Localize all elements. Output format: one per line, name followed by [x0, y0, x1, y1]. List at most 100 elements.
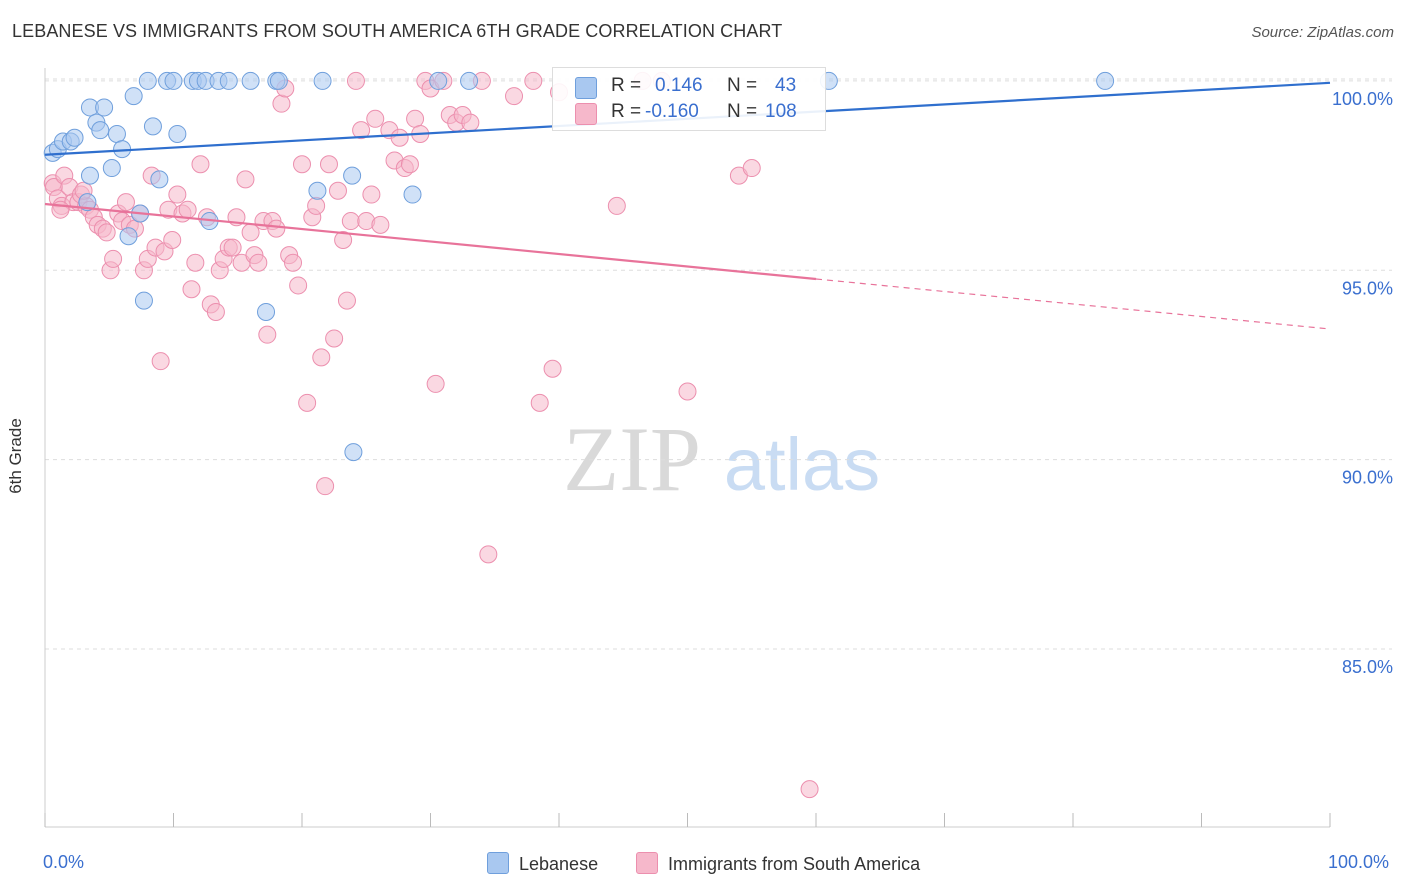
immigrants-point — [151, 352, 170, 371]
lebanese-point — [343, 166, 362, 185]
lebanese-point — [168, 124, 187, 143]
immigrants-point — [390, 128, 409, 147]
immigrants-point — [163, 230, 182, 249]
lebanese-point — [80, 166, 99, 185]
immigrants-point — [337, 291, 356, 310]
immigrants-point — [530, 393, 549, 412]
immigrants-point — [362, 185, 381, 204]
immigrants-point — [298, 393, 317, 412]
immigrants-point — [249, 253, 268, 272]
immigrants-point — [524, 71, 543, 90]
immigrants-point — [346, 71, 365, 90]
lebanese-point — [269, 71, 288, 90]
lebanese-point — [78, 193, 97, 212]
immigrants-point — [328, 181, 347, 200]
lebanese-point — [164, 71, 183, 90]
legend-swatch-lebanese — [575, 77, 597, 99]
immigrants-point — [267, 219, 286, 238]
immigrants-point — [479, 545, 498, 564]
legend-swatch-immigrants — [575, 103, 597, 125]
legend-n-label: N = — [727, 101, 758, 122]
x-tick-label-max: 100.0% — [1328, 852, 1390, 872]
lebanese-point — [429, 71, 448, 90]
lebanese-point — [124, 87, 143, 106]
lebanese-point — [134, 291, 153, 310]
immigrants-point — [426, 374, 445, 393]
chart-title: LEBANESE VS IMMIGRANTS FROM SOUTH AMERIC… — [12, 21, 783, 41]
bottom-legend-immigrants: Immigrants from South America — [636, 852, 920, 875]
y-tick-labels: 85.0% 90.0% 95.0% 100.0% — [1332, 89, 1393, 677]
immigrants-point — [543, 359, 562, 378]
lebanese-point — [308, 181, 327, 200]
immigrants-point — [206, 302, 225, 321]
bottom-legend-label-immigrants: Immigrants from South America — [668, 854, 921, 874]
immigrants-point — [168, 185, 187, 204]
immigrants-point — [461, 113, 480, 132]
immigrants-point — [236, 170, 255, 189]
immigrants-point — [104, 249, 123, 268]
immigrants-point — [800, 780, 819, 799]
immigrants-point — [293, 155, 311, 174]
source-label: Source: ZipAtlas.com — [1251, 24, 1394, 41]
immigrants-point — [505, 87, 524, 106]
watermark-atlas: atlas — [724, 423, 880, 506]
lebanese-point — [403, 185, 422, 204]
bottom-legend-swatch-lebanese — [487, 852, 509, 874]
bottom-legend-label-lebanese: Lebanese — [519, 854, 599, 874]
legend-r-label: R = — [611, 75, 642, 96]
immigrants-point — [186, 253, 205, 272]
immigrants-point — [289, 276, 308, 295]
lebanese-point — [241, 71, 260, 90]
correlation-legend: R = 0.146 N = 43 R = -0.160 N = 108 — [552, 67, 826, 131]
watermark: ZIP atlas — [563, 408, 880, 510]
lebanese-point — [150, 170, 169, 189]
lebanese-point — [344, 443, 363, 462]
watermark-zip: ZIP — [563, 408, 701, 510]
immigrants-point — [406, 109, 425, 128]
immigrants-point — [307, 196, 326, 215]
lebanese-point — [119, 227, 138, 246]
lebanese-point — [95, 98, 114, 117]
x-tick-label-min: 0.0% — [43, 852, 85, 872]
lebanese-point — [143, 117, 162, 136]
immigrants-point — [182, 280, 201, 299]
legend-n-value: 43 — [775, 75, 797, 96]
lebanese-point — [65, 128, 84, 147]
lebanese-point — [138, 71, 157, 90]
immigrants-point — [371, 215, 390, 234]
lebanese-point — [313, 71, 332, 90]
legend-r-value: 0.146 — [655, 75, 703, 96]
y-tick-label: 85.0% — [1342, 657, 1393, 677]
immigrants-point — [258, 325, 277, 344]
axes — [44, 68, 1331, 828]
legend-n-label: N = — [727, 75, 758, 96]
immigrants-point — [325, 329, 344, 348]
immigrants-point — [742, 159, 761, 178]
lebanese-point — [219, 71, 238, 90]
immigrants-point — [341, 212, 360, 231]
y-tick-label: 100.0% — [1332, 89, 1393, 109]
immigrants-point — [51, 200, 70, 219]
immigrants-trend-line-extension — [815, 278, 1331, 330]
immigrants-point — [352, 121, 371, 140]
legend-n-value: 108 — [765, 101, 797, 122]
lebanese-point — [460, 71, 479, 90]
bottom-legend-lebanese: Lebanese — [487, 852, 598, 875]
immigrants-point — [316, 477, 335, 496]
immigrants-point — [97, 223, 116, 242]
grid — [45, 78, 1392, 650]
immigrants-point — [178, 200, 197, 219]
immigrants-point — [116, 193, 135, 212]
legend-r-value: -0.160 — [645, 101, 699, 122]
immigrants-point — [191, 155, 210, 174]
immigrants-points — [43, 71, 819, 799]
lebanese-point — [107, 124, 126, 143]
immigrants-point — [366, 109, 385, 128]
lebanese-point — [257, 302, 276, 321]
immigrants-trend-line — [44, 202, 817, 281]
legend-r-label: R = — [611, 101, 642, 122]
y-tick-label: 95.0% — [1342, 278, 1393, 298]
immigrants-point — [312, 348, 331, 367]
y-tick-label: 90.0% — [1342, 468, 1393, 488]
